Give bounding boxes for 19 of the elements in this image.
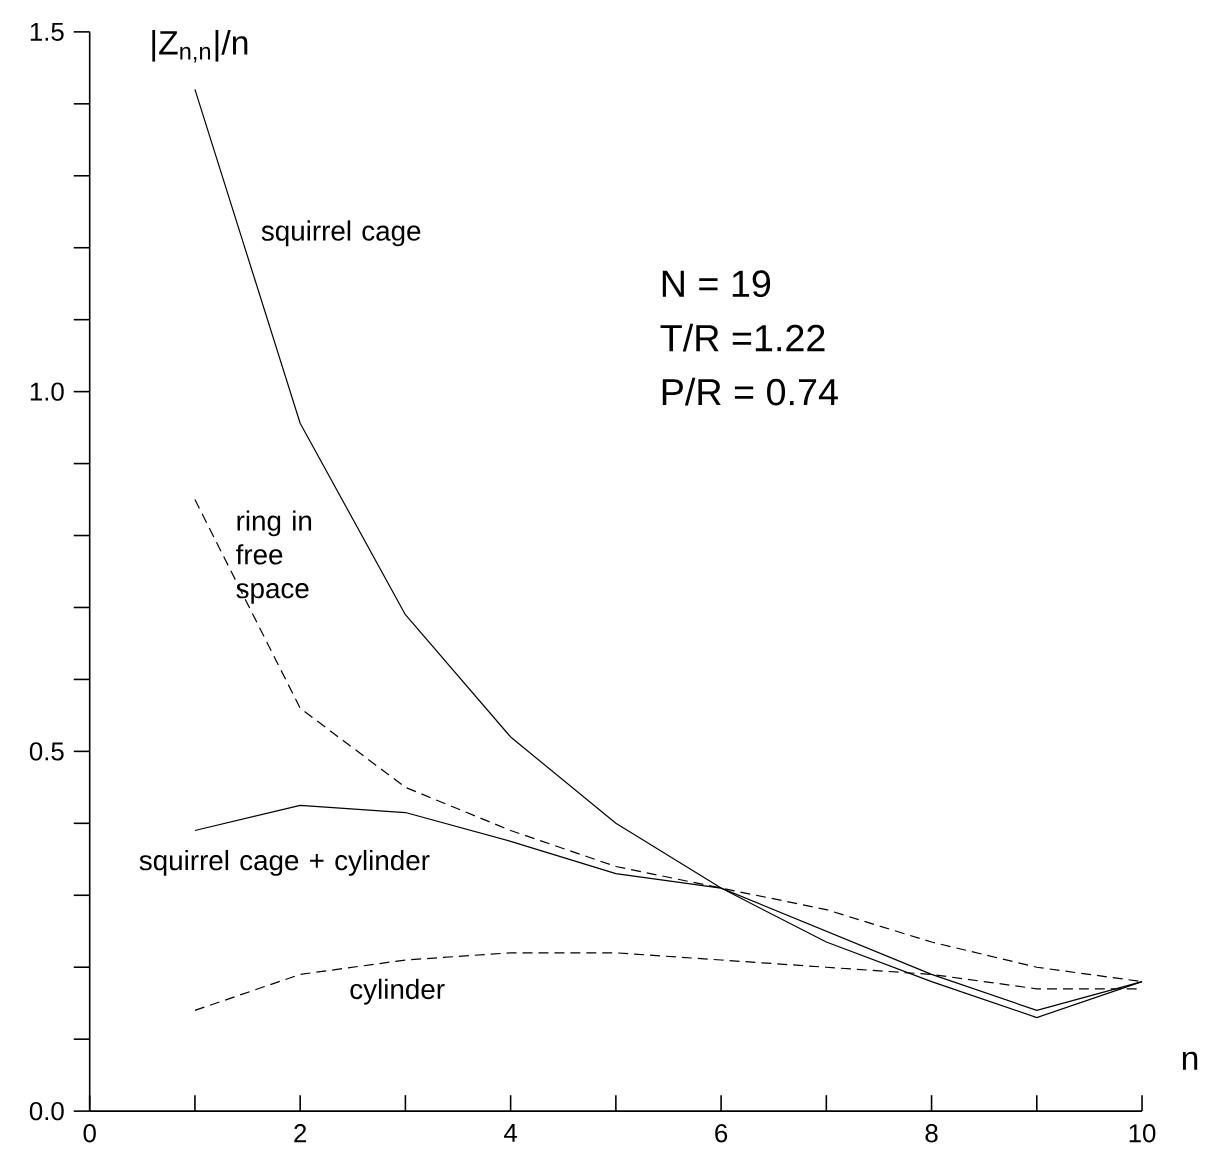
x-tick-label: 6 bbox=[715, 1124, 728, 1143]
x-tick-label: 0 bbox=[83, 1124, 96, 1143]
series-label: squirrel cage + cylinder bbox=[139, 849, 430, 876]
y-tick-label: 0.0 bbox=[29, 1101, 64, 1121]
y-tick-label: 0.5 bbox=[29, 742, 64, 761]
annotation: P/R = 0.74 bbox=[662, 377, 838, 406]
x-tick-label: 2 bbox=[294, 1124, 307, 1143]
y-tick-label: 1.5 bbox=[30, 22, 64, 41]
y-tick-label: 1.0 bbox=[30, 382, 64, 401]
series-label: squirrel cage bbox=[261, 220, 421, 247]
series-label: cylinder bbox=[350, 978, 445, 1005]
annotation: N = 19 bbox=[662, 270, 771, 298]
x-axis-title: n bbox=[1182, 1051, 1198, 1070]
annotation: T/R =1.22 bbox=[660, 323, 825, 352]
series-label: ring in free space bbox=[236, 510, 312, 604]
x-tick-label: 4 bbox=[504, 1124, 518, 1142]
x-tick-label: 10 bbox=[1129, 1124, 1156, 1143]
y-axis-title: |Z$_{n,n}$|/n bbox=[152, 29, 248, 63]
x-tick-label: 8 bbox=[925, 1124, 938, 1143]
